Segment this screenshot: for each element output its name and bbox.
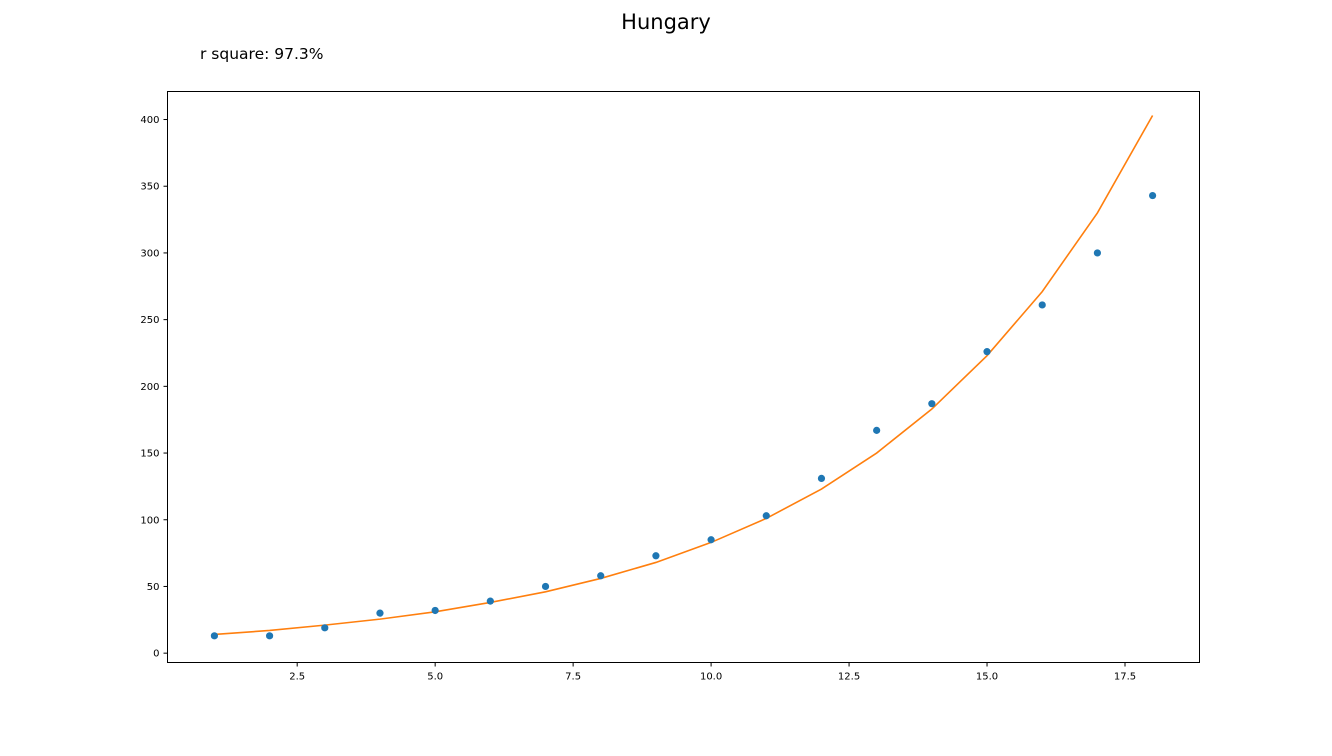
y-tick-label: 250 <box>140 315 159 326</box>
data-point <box>1038 301 1046 309</box>
data-point <box>817 474 826 482</box>
x-axis: 2.5 5.0 7.5 10.0 12.5 15.0 17.5 <box>289 662 1136 683</box>
data-point <box>210 632 219 640</box>
y-tick-label: 50 <box>147 582 160 593</box>
x-tick-label: 15.0 <box>976 672 998 683</box>
y-tick-label: 300 <box>140 248 159 259</box>
y-tick-label: 400 <box>140 115 159 126</box>
y-tick-label: 350 <box>140 182 159 193</box>
x-tick-label: 7.5 <box>565 672 581 683</box>
x-tick-label: 2.5 <box>289 672 305 683</box>
y-tick-label: 150 <box>140 449 159 460</box>
data-point <box>928 400 936 408</box>
y-tick-label: 0 <box>153 649 159 660</box>
data-point <box>597 572 605 580</box>
data-point <box>1148 191 1157 200</box>
plot-area-series <box>210 115 1157 640</box>
data-point <box>652 552 660 560</box>
data-point <box>873 426 881 434</box>
chart-title: Hungary <box>621 10 711 34</box>
y-axis: 0 50 100 150 200 250 300 350 400 <box>140 115 168 660</box>
data-point <box>431 606 439 615</box>
plot-frame <box>167 91 1200 663</box>
x-tick-label: 10.0 <box>700 672 722 683</box>
data-point <box>376 609 384 617</box>
data-point <box>265 632 274 640</box>
data-point <box>321 624 329 632</box>
x-tick-label: 12.5 <box>838 672 860 683</box>
y-tick-label: 200 <box>140 382 159 393</box>
y-tick-label: 100 <box>140 515 159 526</box>
x-tick-label: 17.5 <box>1114 672 1136 683</box>
x-tick-label: 5.0 <box>427 672 443 683</box>
data-point <box>541 582 550 591</box>
data-point <box>707 536 715 544</box>
data-point <box>762 512 770 520</box>
fit-line <box>214 115 1154 636</box>
data-point <box>1093 249 1102 257</box>
r-square-annotation: r square: 97.3% <box>200 45 324 63</box>
data-point <box>983 348 991 356</box>
data-point <box>486 597 494 605</box>
